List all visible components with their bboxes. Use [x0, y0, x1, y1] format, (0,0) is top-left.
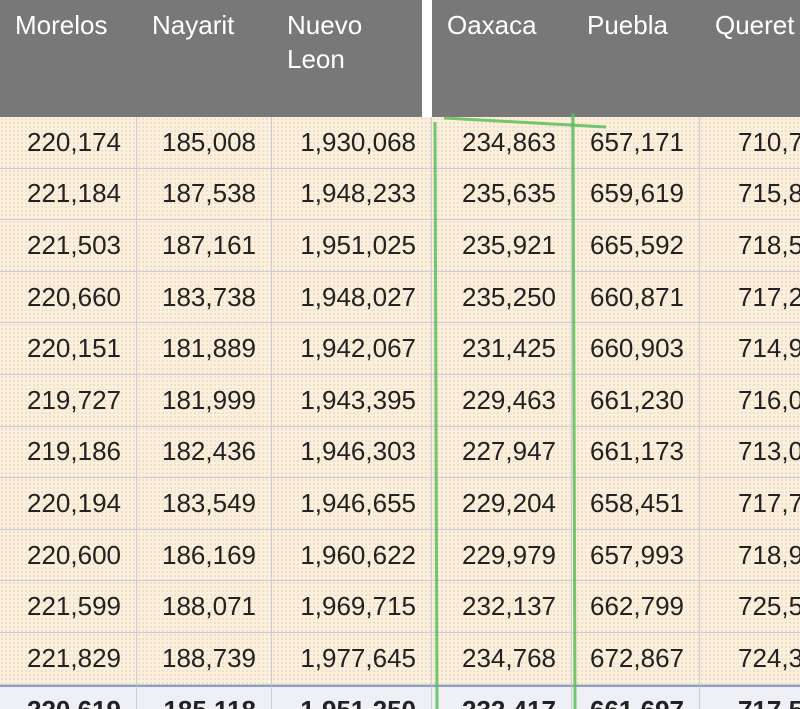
table-cell: 1,930,068	[272, 117, 432, 169]
table-cell: 235,250	[432, 271, 572, 324]
table-cell: 221,829	[0, 633, 137, 685]
table-cell: 188,739	[137, 633, 272, 685]
table-cell: 221,184	[0, 168, 137, 221]
table-cell: 235,921	[432, 220, 572, 272]
table-cell: 181,999	[137, 375, 272, 427]
table-cell: 714,9	[700, 323, 800, 375]
table-cell: 1,946,655	[272, 478, 432, 530]
table-cell: 220,660	[0, 271, 137, 324]
table-cell: 187,538	[137, 168, 272, 221]
table-cell: 710,7	[700, 117, 800, 169]
table-cell: 1,960,622	[272, 529, 432, 582]
column-header: Morelos	[0, 0, 137, 117]
table-cell: 220,174	[0, 117, 137, 169]
table-cell: 672,867	[572, 633, 700, 685]
table-cell: 659,619	[572, 168, 700, 221]
table-cell: 229,979	[432, 529, 572, 582]
table-cell: 657,993	[572, 529, 700, 582]
summary-cell: 661,697	[572, 684, 700, 709]
table-cell: 227,947	[432, 426, 572, 479]
table-cell: 234,863	[432, 117, 572, 169]
table-cell: 724,3	[700, 633, 800, 685]
summary-cell: 232,417	[432, 684, 572, 709]
table-cell: 220,194	[0, 478, 137, 530]
table-cell: 183,549	[137, 478, 272, 530]
table-cell: 660,903	[572, 323, 700, 375]
column-header: Nayarit	[137, 0, 272, 117]
table-cell: 234,768	[432, 633, 572, 685]
table-cell: 186,169	[137, 529, 272, 582]
table-cell: 662,799	[572, 581, 700, 633]
table-cell: 657,171	[572, 117, 700, 169]
table-cell: 715,8	[700, 168, 800, 221]
table-cell: 713,0	[700, 426, 800, 479]
column-header: Puebla	[572, 0, 700, 117]
table-cell: 717,7	[700, 478, 800, 530]
table-cell: 182,436	[137, 426, 272, 479]
table-cell: 661,173	[572, 426, 700, 479]
table-cell: 231,425	[432, 323, 572, 375]
summary-cell: 717,5	[700, 684, 800, 709]
table-cell: 1,942,067	[272, 323, 432, 375]
table-cell: 1,948,233	[272, 168, 432, 221]
table-cell: 660,871	[572, 271, 700, 324]
table-cell: 187,161	[137, 220, 272, 272]
table-cell: 716,0	[700, 375, 800, 427]
table-cell: 725,5	[700, 581, 800, 633]
column-header: Oaxaca	[432, 0, 572, 117]
table-cell: 183,738	[137, 271, 272, 324]
table-cell: 661,230	[572, 375, 700, 427]
table-cell: 658,451	[572, 478, 700, 530]
summary-cell: 1,951,250	[272, 684, 432, 709]
table-cell: 1,943,395	[272, 375, 432, 427]
table-cell: 221,503	[0, 220, 137, 272]
summary-cell: 220,619	[0, 684, 137, 709]
table-cell: 718,5	[700, 220, 800, 272]
table-cell: 1,948,027	[272, 271, 432, 324]
table-cell: 229,463	[432, 375, 572, 427]
table-cell: 232,137	[432, 581, 572, 633]
column-header: Queret	[700, 0, 800, 117]
table-cell: 229,204	[432, 478, 572, 530]
table-cell: 219,186	[0, 426, 137, 479]
table-cell: 181,889	[137, 323, 272, 375]
table-cell: 219,727	[0, 375, 137, 427]
column-header: Nuevo Leon	[272, 0, 422, 117]
table-cell: 718,9	[700, 529, 800, 582]
table-cell: 221,599	[0, 581, 137, 633]
table-cell: 220,151	[0, 323, 137, 375]
table-cell: 1,951,025	[272, 220, 432, 272]
table-cell: 1,969,715	[272, 581, 432, 633]
table-cell: 1,977,645	[272, 633, 432, 685]
summary-cell: 185,118	[137, 684, 272, 709]
table-cell: 185,008	[137, 117, 272, 169]
table-cell: 188,071	[137, 581, 272, 633]
table-cell: 665,592	[572, 220, 700, 272]
table-cell: 220,600	[0, 529, 137, 582]
table-cell: 1,946,303	[272, 426, 432, 479]
table-cell: 235,635	[432, 168, 572, 221]
table-cell: 717,2	[700, 271, 800, 324]
